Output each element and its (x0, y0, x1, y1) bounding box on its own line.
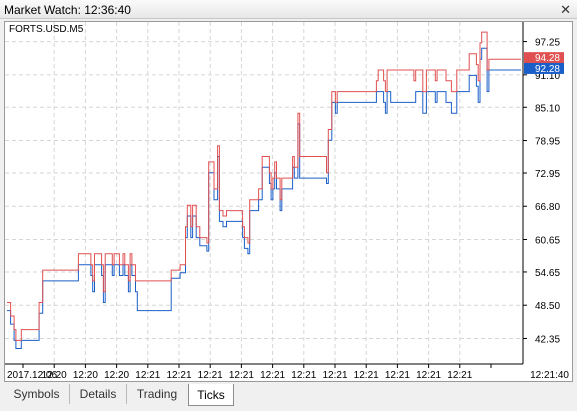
price-tick-label: 85.10 (535, 103, 560, 114)
chart-canvas: 97.25 91.10 85.10 78.95 72.95 66.80 60.65 54.65… (5, 22, 572, 381)
ask-price-badge: 94.28 (535, 53, 560, 64)
price-tick-label: 91.10 (535, 71, 560, 82)
time-tick-label: 12:21 (135, 370, 160, 381)
time-tick-label: 12:21 (229, 370, 254, 381)
bid-price-badge: 92.28 (535, 64, 560, 75)
price-tick-label: 60.65 (535, 236, 560, 247)
time-tick-label: 12:21 (260, 370, 285, 381)
price-axis-bg (523, 22, 572, 381)
price-tick-label: 66.80 (535, 202, 560, 213)
price-tick-label: 97.25 (535, 38, 560, 49)
price-axis-labels: 97.25 91.10 85.10 78.95 72.95 66.80 60.65 54.65… (523, 38, 560, 345)
symbol-label: FORTS.USD.M5 (9, 24, 84, 35)
bid-price-badge-bg (524, 62, 564, 74)
close-icon[interactable]: ✕ (560, 2, 571, 17)
price-tick-label: 72.95 (535, 169, 560, 180)
window-title: Market Watch: 12:36:40 (4, 3, 131, 17)
tab-trading[interactable]: Trading (136, 387, 178, 401)
time-tick-label: 12:21 (166, 370, 191, 381)
price-tick-label: 54.65 (535, 268, 560, 279)
tab-ticks[interactable]: Ticks (188, 384, 234, 406)
chart-grid (5, 22, 523, 364)
time-tick-label: 12:21 (385, 370, 410, 381)
bid-line (7, 47, 521, 349)
ask-line (7, 31, 521, 341)
ask-price-badge-bg (524, 52, 564, 64)
tab-symbols[interactable]: Symbols (4, 384, 70, 404)
time-tick-label: 12:20 (42, 370, 67, 381)
tick-chart[interactable]: 97.25 91.10 85.10 78.95 72.95 66.80 60.65 54.65… (4, 21, 573, 382)
price-tick-label: 48.50 (535, 301, 560, 312)
time-tick-label: 12:21 (291, 370, 316, 381)
time-tick-label: 12:21 (416, 370, 441, 381)
time-tick-label: 12:21 (198, 370, 223, 381)
price-tick-label: 78.95 (535, 137, 560, 148)
time-tick-label: 12:20 (104, 370, 129, 381)
time-tick-label: 12:21 (322, 370, 347, 381)
time-tick-label: 12:21 (354, 370, 379, 381)
time-tick-label: 2017.12.06 (7, 370, 57, 381)
time-tick-label: 12:20 (73, 370, 98, 381)
price-lines (7, 31, 521, 349)
tab-details[interactable]: Details (70, 384, 127, 404)
tab-bar: Symbols Details Trading Ticks (0, 384, 577, 411)
time-tick-label: 12:21:40 (530, 370, 569, 381)
window-titlebar: Market Watch: 12:36:40 ✕ (0, 0, 577, 19)
time-tick-label: 12:21 (447, 370, 472, 381)
price-tick-label: 42.35 (535, 334, 560, 345)
